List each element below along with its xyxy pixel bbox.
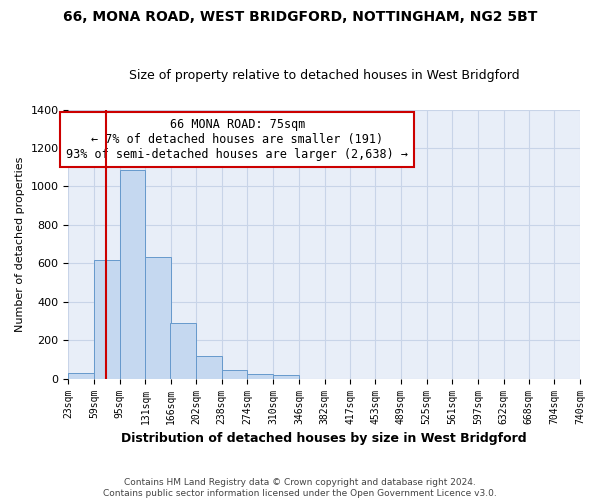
Bar <box>68 373 94 378</box>
Y-axis label: Number of detached properties: Number of detached properties <box>15 156 25 332</box>
Bar <box>145 256 171 378</box>
Text: 66, MONA ROAD, WEST BRIDGFORD, NOTTINGHAM, NG2 5BT: 66, MONA ROAD, WEST BRIDGFORD, NOTTINGHA… <box>63 10 537 24</box>
X-axis label: Distribution of detached houses by size in West Bridgford: Distribution of detached houses by size … <box>121 432 527 445</box>
Bar <box>222 370 247 378</box>
Bar <box>94 260 120 378</box>
Text: Contains HM Land Registry data © Crown copyright and database right 2024.
Contai: Contains HM Land Registry data © Crown c… <box>103 478 497 498</box>
Bar <box>170 323 196 378</box>
Bar <box>196 356 222 378</box>
Title: Size of property relative to detached houses in West Bridgford: Size of property relative to detached ho… <box>129 69 520 82</box>
Bar <box>273 376 299 378</box>
Bar <box>247 374 273 378</box>
Text: 66 MONA ROAD: 75sqm
← 7% of detached houses are smaller (191)
93% of semi-detach: 66 MONA ROAD: 75sqm ← 7% of detached hou… <box>66 118 408 160</box>
Bar <box>120 170 145 378</box>
